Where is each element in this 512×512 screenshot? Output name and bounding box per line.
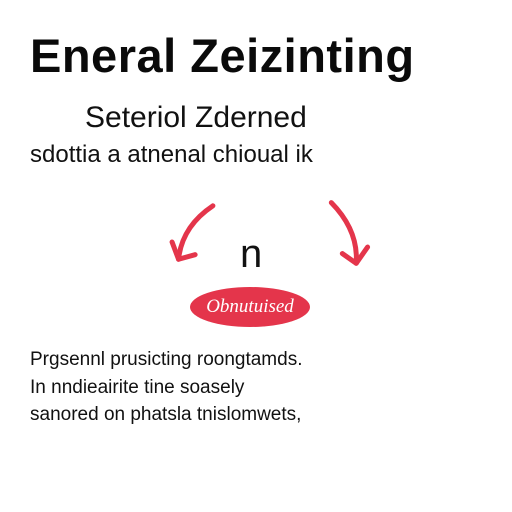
- body-paragraph: Prgsennl prusicting roongtamds. In nndie…: [30, 347, 482, 428]
- body-line-1: Prgsennl prusicting roongtamds.: [30, 347, 482, 373]
- badge-label: Obnutuised: [190, 287, 310, 327]
- arrow-left-icon: [146, 185, 235, 295]
- center-letter: n: [240, 232, 262, 277]
- page-title: Eneral Zeizinting: [30, 28, 482, 83]
- diagram-area: n Obnutuised: [30, 187, 482, 337]
- subline: sdottia a atnenal chioual ik: [30, 141, 482, 169]
- arrow-right-icon: [312, 188, 388, 292]
- subtitle: Seteriol Zderned: [85, 101, 482, 135]
- body-line-3: sanored on phatsla tnislomwets,: [30, 402, 482, 428]
- body-line-2: In nndieairite tine soasely: [30, 375, 482, 401]
